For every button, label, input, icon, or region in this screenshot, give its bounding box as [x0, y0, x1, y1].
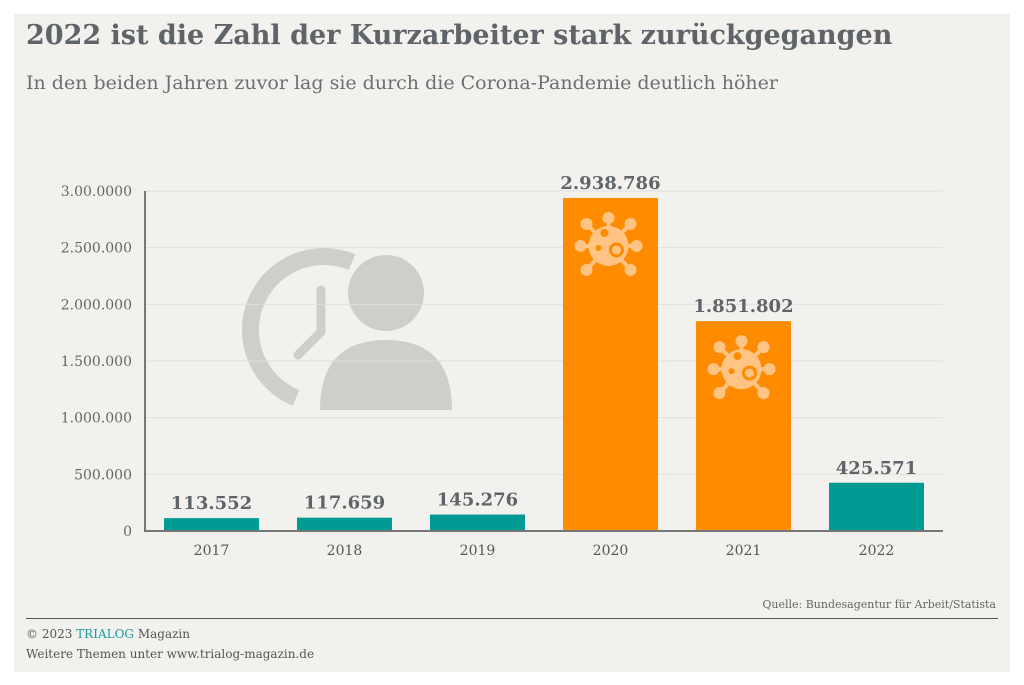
brand-name: TRIALOG — [76, 627, 135, 641]
copyright-suffix: Magazin — [134, 627, 190, 641]
data-label: 2.938.786 — [560, 173, 660, 194]
bar — [829, 482, 924, 531]
data-label: 425.571 — [836, 458, 917, 479]
x-tick-label: 2022 — [859, 543, 895, 559]
x-tick-label: 2018 — [327, 543, 363, 559]
data-label: 1.851.802 — [693, 296, 793, 317]
x-tick-label: 2021 — [726, 543, 762, 559]
x-tick-label: 2019 — [460, 543, 496, 559]
data-label: 145.276 — [437, 490, 518, 511]
x-tick-label: 2020 — [593, 543, 629, 559]
bar — [164, 518, 259, 531]
chart-title: 2022 ist die Zahl der Kurzarbeiter stark… — [26, 20, 893, 51]
worker-clock-icon — [242, 247, 452, 410]
footer-divider — [26, 618, 998, 619]
chart-subtitle: In den beiden Jahren zuvor lag sie durch… — [26, 72, 778, 94]
bar — [297, 517, 392, 531]
data-label: 113.552 — [171, 493, 252, 514]
y-tick-label: 500.000 — [74, 467, 132, 483]
source-note: Quelle: Bundesagentur für Arbeit/Statist… — [762, 598, 996, 611]
y-tick-label: 2.000.000 — [61, 297, 132, 313]
virus-icon — [707, 335, 776, 400]
y-tick-label: 1.500.000 — [61, 354, 132, 370]
virus-icon — [574, 211, 643, 276]
copyright: © 2023 TRIALOG Magazin — [26, 627, 190, 641]
copyright-prefix: © 2023 — [26, 627, 77, 641]
y-tick-label: 0 — [123, 524, 132, 540]
infographic-card: 2022 ist die Zahl der Kurzarbeiter stark… — [14, 14, 1010, 672]
y-tick-label: 3.00.0000 — [61, 184, 132, 200]
x-tick-label: 2017 — [194, 543, 230, 559]
more-topics-link[interactable]: Weitere Themen unter www.trialog-magazin… — [26, 647, 315, 661]
y-tick-label: 1.000.000 — [61, 411, 132, 427]
y-tick-label: 2.500.000 — [61, 241, 132, 257]
data-label: 117.659 — [304, 493, 385, 514]
bar — [430, 514, 525, 531]
